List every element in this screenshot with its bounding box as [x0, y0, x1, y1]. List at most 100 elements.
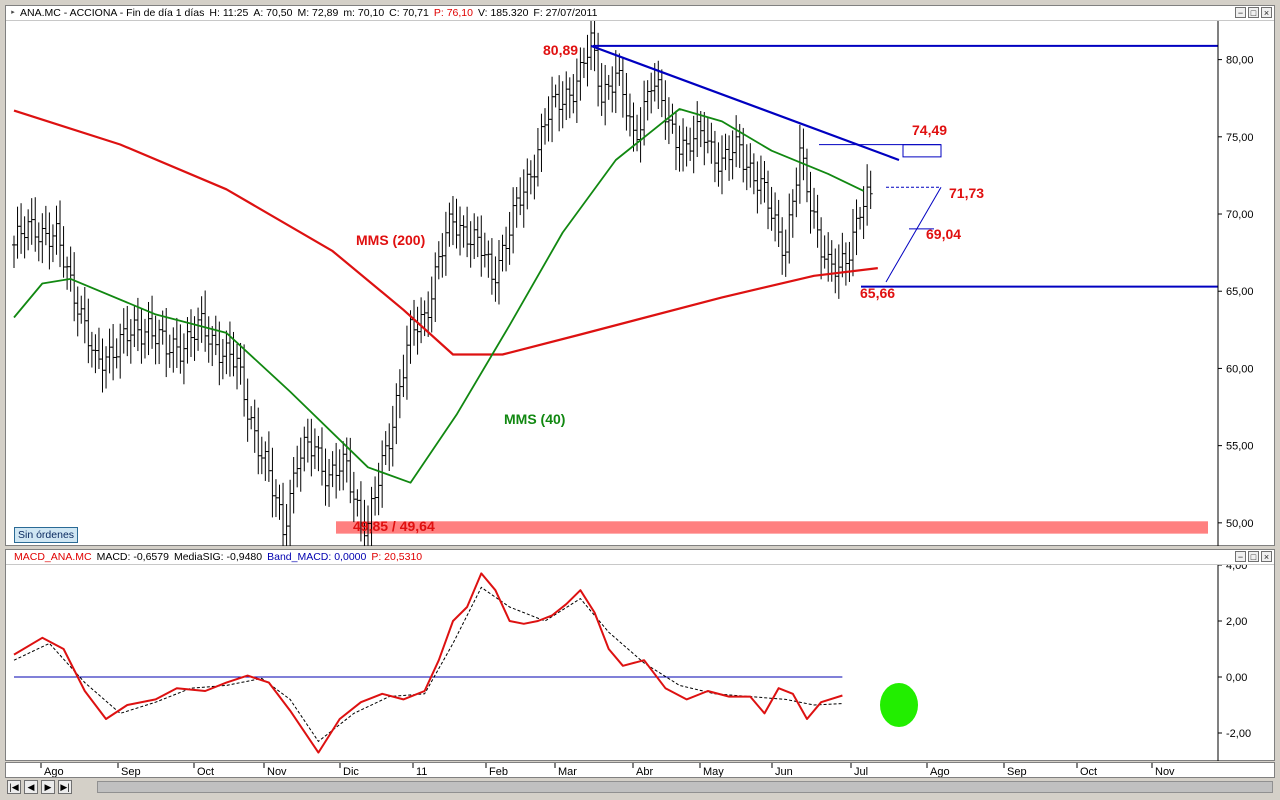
ohlc-bar — [776, 199, 781, 248]
quote-field: P: 76,10 — [433, 7, 473, 19]
date-tick-label: Abr — [636, 766, 653, 777]
ohlc-bar — [702, 111, 707, 166]
window-menu-icon[interactable]: ▸ — [11, 9, 15, 16]
restore-button[interactable]: □ — [1248, 7, 1259, 18]
ohlc-bar — [93, 334, 98, 374]
price-chart-titlebar: ▸ ANA.MC - ACCIONA - Fin de día 1 días H: … — [6, 6, 1274, 21]
ohlc-bar — [58, 200, 63, 268]
ohlc-bar — [295, 445, 300, 488]
date-tick-label: Nov — [267, 766, 287, 777]
ohlc-bar — [720, 135, 724, 195]
macd-restore-button[interactable]: □ — [1248, 551, 1259, 562]
date-tick-label: Sep — [121, 766, 141, 777]
ohlc-bar — [334, 442, 339, 499]
horizontal-scrollbar[interactable] — [97, 781, 1273, 793]
close-button[interactable]: × — [1261, 7, 1272, 18]
ohlc-bar — [189, 309, 193, 357]
next-button[interactable]: ▶ — [41, 780, 55, 794]
date-tick-label: Mar — [558, 766, 577, 777]
ohlc-bar — [288, 479, 293, 546]
macd-highlight-circle — [880, 683, 918, 727]
support-zone — [336, 521, 1208, 534]
ohlc-bar — [482, 232, 487, 268]
ohlc-bar — [238, 342, 243, 385]
ohlc-bar — [351, 471, 356, 523]
ohlc-bar — [854, 199, 859, 256]
macd-signal-line — [13, 586, 843, 743]
date-tick-label: Feb — [489, 766, 508, 777]
ohlc-bar — [47, 212, 52, 270]
ohlc-bar — [369, 486, 374, 546]
price-tick-label: 65,00 — [1226, 286, 1254, 298]
downtrend-line — [590, 44, 900, 162]
first-page-button[interactable]: |◀ — [7, 780, 21, 794]
date-tick-label: Dic — [343, 766, 359, 777]
ohlc-bar — [319, 427, 324, 486]
ohlc-bar — [790, 189, 795, 238]
ohlc-bar — [804, 148, 809, 203]
orders-status-button[interactable]: Sin órdenes — [14, 527, 79, 543]
date-tick-label: Ago — [44, 766, 64, 777]
ohlc-bar — [118, 323, 123, 379]
ohlc-bar — [479, 215, 484, 277]
ohlc-bar — [404, 325, 409, 400]
macd-tick-label: 0,00 — [1226, 672, 1247, 684]
ohlc-bar — [815, 194, 820, 248]
ohlc-bar — [419, 297, 424, 344]
ohlc-bar — [539, 113, 544, 172]
ohlc-bar — [858, 206, 863, 230]
macd-close-button[interactable]: × — [1261, 551, 1272, 562]
ohlc-bar — [40, 213, 45, 264]
ohlc-bar — [309, 418, 314, 477]
ohlc-bar — [390, 405, 395, 467]
ohlc-bar — [532, 154, 537, 200]
ohlc-bar — [19, 203, 24, 254]
ohlc-bar — [681, 118, 686, 172]
ohlc-bar — [220, 339, 225, 380]
ohlc-bar — [89, 331, 94, 368]
ohlc-bar — [401, 354, 406, 398]
ohlc-bar — [383, 431, 388, 465]
ohlc-bar — [142, 318, 147, 359]
ohlc-bar — [259, 436, 264, 475]
ohlc-bar — [546, 96, 551, 142]
ohlc-bar — [493, 256, 498, 302]
ohlc-bar — [748, 143, 753, 188]
ohlc-bar — [206, 316, 211, 363]
navigation-bar: |◀ ◀ ▶ ▶| — [5, 779, 1275, 795]
ohlc-bar — [727, 135, 732, 181]
ohlc-bar — [472, 213, 477, 260]
ohlc-bar — [557, 75, 562, 132]
last-page-button[interactable]: ▶| — [58, 780, 72, 794]
previous-button[interactable]: ◀ — [24, 780, 38, 794]
ohlc-bar — [298, 437, 303, 492]
macd-minimize-button[interactable]: − — [1235, 551, 1246, 562]
price-chart-canvas[interactable]: 80,00 75,00 70,00 65,00 60,00 55,00 50,00 80,8… — [6, 21, 1274, 546]
ohlc-bar — [128, 319, 133, 364]
date-tick-label: Ago — [930, 766, 950, 777]
ohlc-bar — [121, 308, 126, 354]
ohlc-bar — [567, 77, 572, 119]
ohlc-bar — [638, 107, 643, 163]
ohlc-bar — [12, 235, 16, 269]
ohlc-bar — [723, 133, 728, 171]
ohlc-bar — [663, 80, 668, 140]
label-mms200: MMS (200) — [356, 232, 425, 248]
macd-chart-canvas[interactable]: 4,00 2,00 0,00 -2,00 — [6, 565, 1274, 761]
ohlc-bar — [528, 160, 533, 195]
ohlc-bar — [373, 476, 378, 516]
ohlc-bar — [192, 316, 197, 361]
macd-tick-label: -2,00 — [1226, 728, 1251, 740]
ohlc-bar — [256, 407, 261, 475]
ohlc-bar — [822, 235, 827, 269]
ohlc-bar — [734, 115, 739, 168]
date-tick-label: Sep — [1007, 766, 1027, 777]
mms40-line — [13, 108, 864, 484]
macd-tick-label: 4,00 — [1226, 565, 1247, 572]
minimize-button[interactable]: − — [1235, 7, 1246, 18]
quote-field: Band_MACD: 0,0000 — [267, 551, 367, 563]
ohlc-bar — [199, 296, 204, 343]
macd-fields: MACD: -0,6579 MediaSIG: -0,9480 Band_MACD:… — [92, 551, 423, 563]
ohlc-bar — [263, 441, 268, 481]
ohlc-bar — [599, 63, 604, 116]
